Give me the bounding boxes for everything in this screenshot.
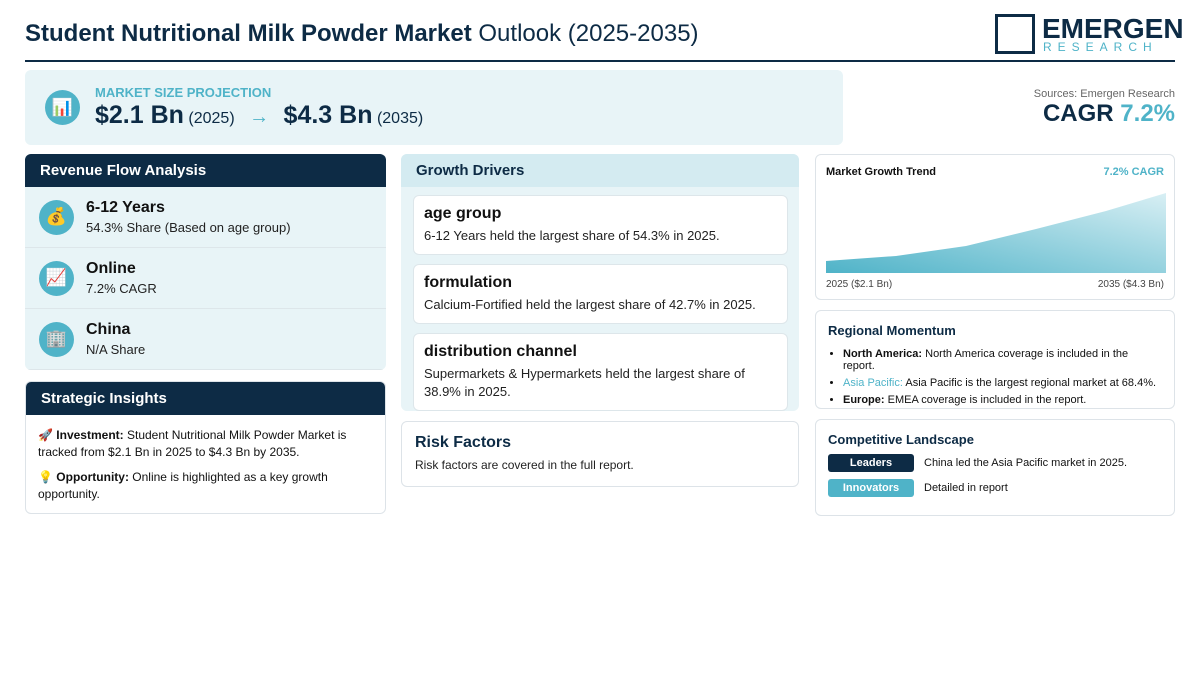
title: Student Nutritional Milk Powder Market O…	[25, 20, 699, 48]
header-rule	[25, 60, 1175, 62]
insight-icon: 🚀	[38, 428, 53, 442]
insight: 💡 Opportunity: Online is highlighted as …	[38, 469, 373, 503]
growth-drivers: Growth Drivers age group 6-12 Years held …	[401, 154, 799, 411]
comp-text: China led the Asia Pacific market in 202…	[924, 457, 1128, 469]
start-value: $2.1 Bn	[95, 101, 184, 129]
region-item: Europe: EMEA coverage is included in the…	[843, 394, 1162, 406]
card-title: Risk Factors	[415, 434, 512, 451]
comp-text: Detailed in report	[924, 482, 1008, 494]
end-year: (2035)	[376, 110, 424, 127]
region-name: Asia Pacific:	[843, 377, 903, 389]
comp-item: Leaders China led the Asia Pacific market…	[828, 454, 1162, 472]
flow-title: China	[86, 321, 131, 338]
driver-text: 6-12 Years held the largest share of 54.…	[424, 228, 720, 243]
start-year: (2025)	[188, 110, 235, 127]
driver: age group 6-12 Years held the largest sha…	[413, 195, 788, 255]
flow-icon: 💰	[39, 199, 74, 235]
trend-badge: 7.2% CAGR	[1103, 166, 1164, 178]
regional-momentum: Regional Momentum North America: North A…	[815, 310, 1175, 409]
cagr-value: 7.2%	[1120, 100, 1175, 127]
insight-text: Online is highlighted as a key growth op…	[38, 470, 328, 501]
flow-text: Online 7.2% CAGR	[86, 260, 157, 296]
flow-title: 6-12 Years	[86, 199, 165, 216]
insight-icon: 💡	[38, 470, 53, 484]
comp-tag: Leaders	[828, 454, 914, 472]
cagr-label: CAGR	[1042, 100, 1114, 127]
projection-box: 📊 MARKET SIZE PROJECTION $2.1 Bn (2025) …	[25, 70, 843, 145]
region-item: Asia Pacific: Asia Pacific is the larges…	[843, 377, 1162, 389]
driver-title: age group	[424, 205, 502, 222]
trend-end: 2035 ($4.3 Bn)	[1097, 279, 1164, 290]
flow-text: China N/A Share	[86, 321, 145, 357]
cagr: CAGR 7.2%	[1043, 100, 1175, 128]
driver-text: Supermarkets & Hypermarkets held the lar…	[424, 366, 745, 399]
trend-start: 2025 ($2.1 Bn)	[826, 279, 893, 290]
insight: 🚀 Investment: Student Nutritional Milk P…	[38, 427, 373, 461]
driver: formulation Calcium-Fortified held the la…	[413, 264, 788, 324]
card-title: Revenue Flow Analysis	[25, 154, 386, 187]
region-text: North America coverage is included in th…	[843, 348, 1129, 372]
sources: Sources: Emergen Research	[1033, 88, 1175, 100]
region-item: North America: North America coverage is…	[843, 348, 1162, 372]
card-title: Strategic Insights	[26, 382, 385, 415]
driver-title: formulation	[424, 274, 512, 291]
trend-area	[826, 193, 1166, 273]
risk-text: Risk factors are covered in the full rep…	[415, 458, 634, 472]
title-rest: Outlook (2025-2035)	[478, 20, 699, 47]
insight-text: Student Nutritional Milk Powder Market i…	[38, 428, 347, 459]
card-title: Competitive Landscape	[828, 432, 974, 447]
driver: distribution channel Supermarkets & Hyper…	[413, 333, 788, 411]
comp-item: Innovators Detailed in report	[828, 479, 1162, 497]
card-title: Growth Drivers	[401, 154, 799, 187]
comp-tag: Innovators	[828, 479, 914, 497]
flow-subtitle: N/A Share	[86, 342, 146, 357]
region-text: Asia Pacific is the largest regional mar…	[905, 377, 1157, 389]
flow-item: 📈 Online 7.2% CAGR	[25, 248, 386, 309]
projection-values: $2.1 Bn (2025) → $4.3 Bn (2035)	[95, 101, 423, 130]
flow-icon: 🏢	[39, 321, 74, 357]
title-bold: Student Nutritional Milk Powder Market	[25, 20, 472, 47]
insight-label: Investment:	[56, 428, 124, 442]
flow-text: 6-12 Years 54.3% Share (Based on age grou…	[86, 199, 291, 235]
flow-title: Online	[86, 260, 136, 277]
strategic-insights: Strategic Insights 🚀 Investment: Student…	[25, 381, 386, 514]
flow-subtitle: 54.3% Share (Based on age group)	[86, 220, 291, 235]
flow-item: 💰 6-12 Years 54.3% Share (Based on age gro…	[25, 187, 386, 248]
area	[826, 193, 1166, 273]
region-name: North America:	[843, 348, 923, 360]
projection-label: MARKET SIZE PROJECTION	[95, 85, 272, 100]
insight-label: Opportunity:	[56, 470, 129, 484]
logo-main: EMERGEN	[1042, 13, 1184, 44]
logo-mark	[995, 14, 1035, 54]
projection-icon: 📊	[45, 90, 80, 125]
driver-text: Calcium-Fortified held the largest share…	[424, 297, 756, 312]
region-text: EMEA coverage is included in the report.	[887, 394, 1087, 406]
flow-icon: 📈	[39, 260, 74, 296]
logo-sub: RESEARCH	[1043, 40, 1158, 54]
region-name: Europe:	[843, 394, 885, 406]
arrow: →	[249, 106, 270, 128]
card-title: Market Growth Trend	[826, 166, 937, 178]
competitive-landscape: Competitive Landscape Leaders China led t…	[815, 419, 1175, 516]
card-title: Regional Momentum	[828, 323, 956, 338]
flow-item: 🏢 China N/A Share	[25, 309, 386, 370]
risk-factors: Risk Factors Risk factors are covered in…	[401, 421, 799, 487]
revenue-flow: Revenue Flow Analysis 💰 6-12 Years 54.3% S…	[25, 154, 386, 370]
end-value: $4.3 Bn	[283, 101, 373, 129]
flow-subtitle: 7.2% CAGR	[86, 281, 157, 296]
growth-trend: Market Growth Trend 7.2% CAGR 2025 ($2.1…	[815, 154, 1175, 300]
driver-title: distribution channel	[424, 343, 577, 360]
